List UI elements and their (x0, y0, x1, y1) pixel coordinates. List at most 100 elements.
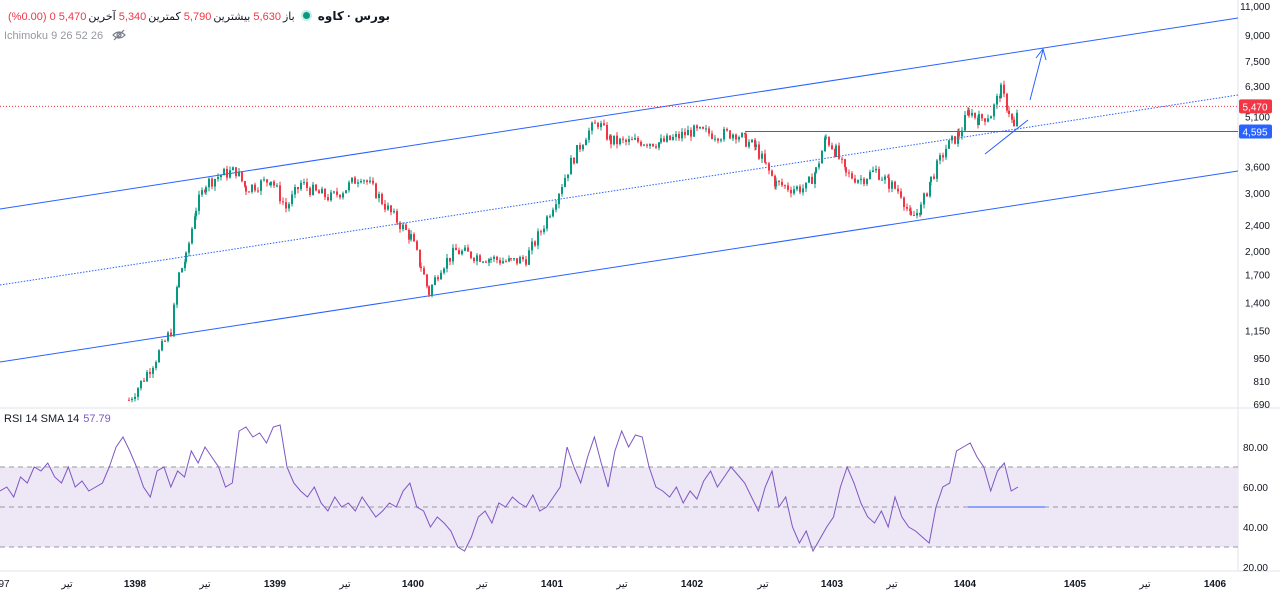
price-axis[interactable]: 11,0009,0007,5006,3005,1004,5503,6003,00… (1239, 2, 1272, 411)
support-trendline (984, 119, 1029, 155)
candle-body (663, 138, 665, 142)
price-tick-label: 690 (1253, 400, 1270, 411)
candle-body (270, 181, 272, 185)
eye-hidden-icon[interactable] (112, 29, 126, 41)
candle-body (537, 231, 539, 246)
time-axis[interactable]: 97 تیر 1398 تیر 1399 تیر 1400 تیر 1401 تیر 1402 تیر… (0, 579, 1227, 590)
candle-body (811, 176, 813, 184)
candle-body (603, 123, 605, 125)
candle-body (649, 143, 651, 146)
candle-body (348, 182, 350, 191)
candle-body (531, 241, 533, 251)
candle-body (167, 332, 169, 341)
candle-body (863, 178, 865, 184)
candle-body (534, 241, 536, 246)
candle-body (631, 139, 633, 141)
time-tick-label: تیر (60, 579, 73, 590)
candle-body (848, 172, 850, 174)
candle-body (594, 122, 596, 124)
candle-body (473, 258, 475, 262)
candle-body (793, 189, 795, 194)
candle-body (437, 277, 439, 280)
candle-body (428, 286, 430, 295)
candle-body (687, 129, 689, 136)
candle-body (195, 210, 197, 217)
candle-body (1006, 93, 1008, 111)
time-tick-label: 1400 (402, 579, 425, 590)
candle-body (951, 136, 953, 141)
candle-body (857, 180, 859, 183)
price-tick-label: 3,000 (1245, 189, 1270, 200)
candle-body (802, 188, 804, 193)
candle-body (384, 203, 386, 210)
candle-body (137, 388, 139, 397)
candle-body (906, 206, 908, 209)
price-tick-label: 2,400 (1245, 221, 1270, 232)
candle-body (214, 179, 216, 187)
candle-body (878, 168, 880, 180)
candle-body (808, 176, 810, 183)
price-tick-label: 3,600 (1245, 163, 1270, 174)
time-tick-label: 1406 (1204, 579, 1227, 590)
candle-body (655, 146, 657, 148)
candle-body (936, 160, 938, 179)
rsi-tick-label: 20.00 (1243, 563, 1268, 574)
candle-body (640, 141, 642, 146)
candle-body (245, 186, 247, 192)
candle-body (149, 372, 151, 374)
candle-body (926, 193, 928, 197)
price-pane[interactable] (0, 0, 1280, 572)
rsi-legend[interactable]: RSI 14 SMA 14 57.79 (4, 413, 111, 425)
candle-body (778, 180, 780, 182)
candle-body (273, 181, 275, 186)
symbol-name[interactable]: بورس · کاوه (317, 9, 390, 23)
candle-body (254, 184, 256, 191)
candle-body (903, 197, 905, 207)
candle-body (502, 261, 504, 264)
candle-body (244, 181, 246, 187)
candle-body (660, 138, 662, 143)
candle-body (510, 258, 512, 260)
candle-body (1016, 112, 1018, 127)
candle-body (241, 171, 243, 182)
candle-body (669, 135, 671, 140)
time-tick-label: تیر (885, 579, 898, 590)
candle-body (519, 257, 521, 264)
open-label: باز (282, 11, 295, 23)
candle-body (1008, 110, 1010, 115)
candle-body (841, 158, 843, 160)
candle-body (738, 137, 740, 140)
candle-body (729, 130, 731, 139)
level-price-label-bg (1239, 124, 1272, 139)
candle-body (1000, 84, 1002, 99)
ichimoku-legend[interactable]: Ichimoku 9 26 52 26 (4, 29, 126, 42)
candle-body (479, 255, 481, 262)
candle-body (600, 123, 602, 128)
candle-body (787, 185, 789, 190)
close-value: 5,470 (58, 11, 87, 23)
time-tick-label: 1403 (821, 579, 844, 590)
candle-body (140, 380, 142, 389)
candle-body (191, 228, 193, 244)
candle-body (399, 222, 401, 230)
candle-body (741, 133, 743, 138)
candle-body (291, 194, 293, 205)
candle-body (573, 157, 575, 164)
candle-body (248, 191, 250, 193)
candle-body (790, 189, 792, 194)
candle-body (330, 192, 332, 201)
candle-body (552, 209, 554, 217)
rsi-tick-label: 60.00 (1243, 483, 1268, 494)
candle-body (266, 179, 268, 183)
candle-body (974, 112, 976, 118)
candle-body (232, 167, 234, 171)
candle-body (464, 247, 466, 251)
rsi-pane[interactable]: 80.00 60.00 40.00 20.00 (0, 424, 1268, 574)
candle-body (393, 211, 395, 213)
candle-body (678, 134, 680, 139)
candle-body (390, 205, 392, 213)
time-tick-label: 1398 (124, 579, 147, 590)
candle-body (909, 208, 911, 211)
candle-body (622, 138, 624, 140)
